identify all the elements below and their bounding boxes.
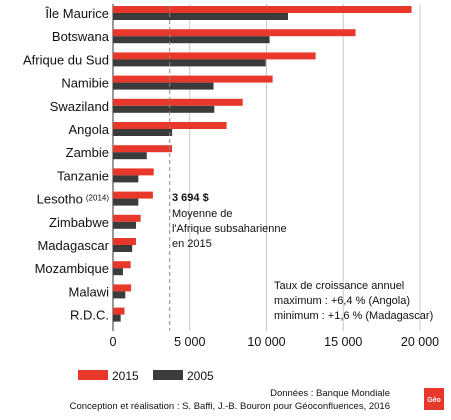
bar-2005-2 (113, 59, 266, 67)
legend-swatch-2015 (78, 370, 108, 380)
bar-2005-13 (113, 314, 121, 322)
category-label-9: Zimbabwe (49, 215, 109, 230)
bar-2015-10 (113, 238, 137, 245)
source-data-line: Données : Banque Mondiale (270, 388, 390, 399)
bar-2005-9 (113, 221, 137, 229)
category-label-6: Zambie (66, 145, 109, 160)
bar-2005-3 (113, 82, 214, 90)
legend: 2015 2005 (78, 369, 214, 383)
reference-label-line-3: en 2015 (172, 238, 212, 250)
legend-label-2015: 2015 (112, 369, 139, 383)
category-label-2: Afrique du Sud (23, 52, 109, 67)
logo-box (424, 388, 444, 410)
bar-2015-4 (113, 98, 243, 106)
category-label-13: R.D.C. (70, 308, 109, 323)
category-label-3: Namibie (61, 76, 109, 91)
bar-2005-11 (113, 268, 123, 276)
bar-2015-12 (113, 284, 132, 292)
bar-2015-1 (113, 29, 356, 37)
bar-2015-3 (113, 75, 273, 83)
reference-value-label: 3 694 $ (172, 192, 209, 204)
category-label-11: Mozambique (35, 261, 109, 276)
category-label-8: Lesotho (2014) (37, 192, 110, 207)
category-label-4: Swaziland (50, 99, 109, 114)
category-labels: Île Maurice Botswana Afrique du Sud Namibie… (23, 6, 110, 323)
x-axis-ticks: 0 5 000 10 000 15 000 20 000 (110, 335, 440, 349)
bar-2015-7 (113, 168, 154, 176)
reference-label-line-2: l'Afrique subsaharienne (172, 223, 287, 235)
bar-2005-5 (113, 129, 173, 136)
bar-2005-6 (113, 152, 147, 160)
bar-2015-2 (113, 52, 316, 60)
x-tick-label-5000: 5 000 (174, 335, 205, 349)
category-label-7: Tanzanie (57, 168, 109, 183)
bar-2005-4 (113, 105, 215, 113)
category-label-12: Malawi (69, 284, 110, 299)
bar-2005-10 (113, 245, 133, 252)
bar-2005-7 (113, 175, 139, 183)
bar-2005-1 (113, 36, 270, 44)
x-tick-label-15000: 15 000 (324, 335, 362, 349)
bar-2015-0 (113, 6, 412, 13)
bar-2015-9 (113, 214, 141, 222)
bar-2005-12 (113, 291, 126, 299)
logo-text: Géo (427, 397, 441, 404)
reference-annotation: 3 694 $ Moyenne de l'Afrique subsaharien… (172, 192, 287, 250)
source-credits: Données : Banque Mondiale Conception et … (70, 388, 390, 412)
category-label-10: Madagascar (37, 238, 109, 253)
bar-2015-6 (113, 145, 173, 153)
bar-2015-11 (113, 261, 131, 269)
category-label-5: Angola (69, 122, 110, 137)
legend-label-2005: 2005 (187, 369, 214, 383)
reference-label-line-1: Moyenne de (172, 208, 233, 220)
x-tick-label-20000: 20 000 (401, 335, 439, 349)
x-tick-label-10000: 10 000 (247, 335, 285, 349)
geoconfluences-logo: Géo (424, 388, 444, 410)
growth-annotation: Taux de croissance annuel maximum : +6,4… (274, 280, 433, 322)
bar-2005-8 (113, 198, 139, 206)
growth-annotation-line-3: minimum : +1,6 % (Madagascar) (274, 310, 433, 322)
bars (113, 6, 412, 322)
bar-2015-8 (113, 191, 153, 199)
growth-annotation-line-2: maximum : +6,4 % (Angola) (274, 295, 410, 307)
bar-2005-0 (113, 13, 288, 20)
legend-swatch-2005 (153, 370, 183, 380)
bar-2015-13 (113, 307, 125, 315)
category-label-1: Botswana (52, 29, 110, 44)
growth-annotation-line-1: Taux de croissance annuel (274, 280, 404, 292)
category-label-0: Île Maurice (44, 6, 109, 21)
source-credit-line: Conception et réalisation : S. Baffi, J.… (70, 401, 390, 412)
x-tick-label-0: 0 (110, 335, 117, 349)
